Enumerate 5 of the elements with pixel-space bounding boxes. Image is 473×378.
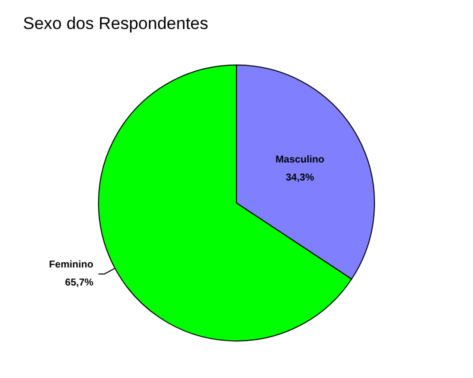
- data-label: 34,3%: [286, 172, 314, 184]
- slice-label: Feminino: [48, 259, 94, 270]
- chart-title: Sexo dos Respondentes: [23, 14, 208, 33]
- slice-label: Masculino: [275, 154, 324, 166]
- data-label: 65,7%: [65, 277, 94, 288]
